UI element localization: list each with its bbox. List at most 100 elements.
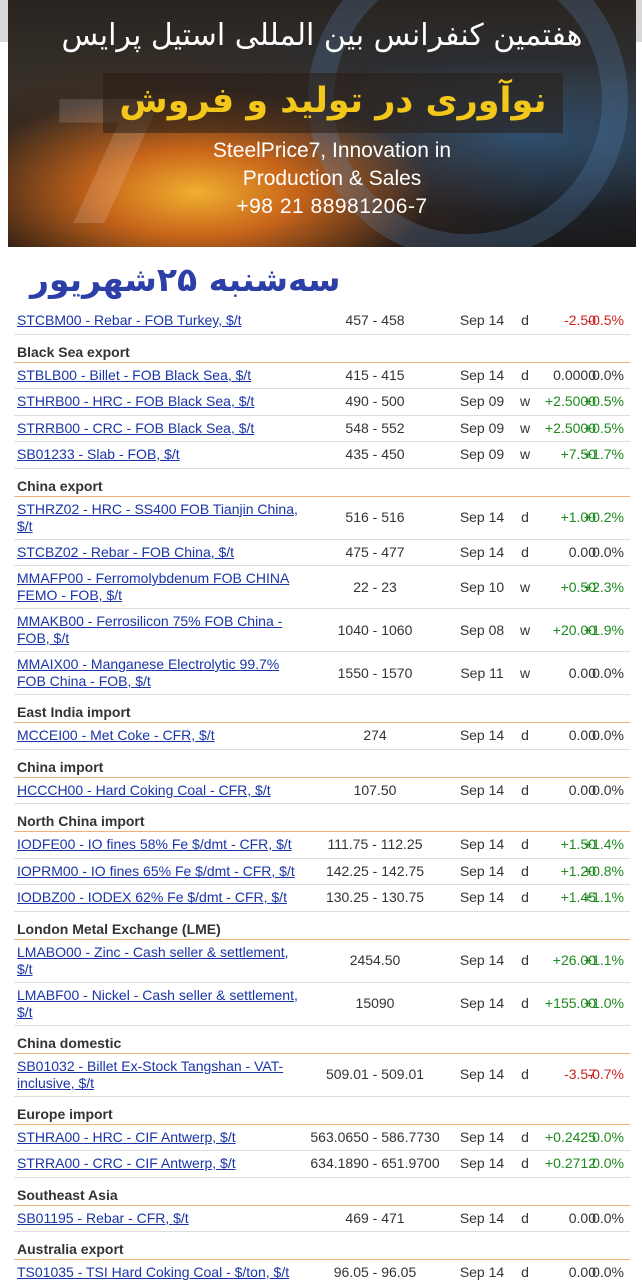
price-date: Sep 09 [459, 393, 505, 410]
price-row: STHRZ02 - HRC - SS400 FOB Tianjin China,… [14, 497, 630, 540]
price-row: TS01035 - TSI Hard Coking Coal - $/ton, … [14, 1260, 630, 1280]
price-symbol-link[interactable]: MMAKB00 - Ferrosilicon 75% FOB China - F… [17, 613, 283, 646]
price-row-name-cell: MMAFP00 - Ferromolybdenum FOB CHINA FEMO… [17, 566, 305, 608]
price-symbol-link[interactable]: IODBZ00 - IODEX 62% Fe $/dmt - CFR, $/t [17, 889, 287, 906]
price-row: STCBM00 - Rebar - FOB Turkey, $/t 457 - 4… [14, 308, 630, 335]
section-header: Europe import [14, 1097, 630, 1125]
price-change-percent: +0.5% [583, 419, 624, 436]
price-change-percent: +0.8% [583, 862, 624, 879]
price-date: Sep 14 [459, 366, 505, 383]
price-row: STBLB00 - Billet - FOB Black Sea, $/t 415… [14, 363, 630, 389]
price-range: 469 - 471 [345, 1209, 405, 1226]
price-symbol-link[interactable]: SB01032 - Billet Ex-Stock Tangshan - VAT… [17, 1057, 284, 1091]
price-range: 130.25 - 130.75 [325, 889, 425, 906]
price-row-name-cell: IOPRM00 - IO fines 65% Fe $/dmt - CFR, $… [17, 859, 305, 885]
price-symbol-link[interactable]: STBLB00 - Billet - FOB Black Sea, $/t [17, 366, 252, 383]
price-symbol-link[interactable]: LMABO00 - Zinc - Cash seller & settlemen… [17, 943, 289, 977]
price-change-percent: +1.9% [583, 621, 624, 638]
price-frequency: d [521, 727, 529, 744]
banner-english-line-1: SteelPrice7, Innovation in [212, 139, 452, 162]
price-change-percent: -0.5% [587, 312, 624, 329]
price-symbol-link[interactable]: MCCEI00 - Met Coke - CFR, $/t [17, 727, 215, 744]
price-row: MMAFP00 - Ferromolybdenum FOB CHINA FEMO… [14, 566, 630, 609]
price-date: Sep 14 [459, 836, 505, 853]
price-symbol-link[interactable]: TS01035 - TSI Hard Coking Coal - $/ton, … [17, 1264, 290, 1280]
price-range: 111.75 - 112.25 [327, 836, 423, 853]
price-frequency: d [521, 1209, 529, 1226]
price-row-name-cell: LMABO00 - Zinc - Cash seller & settlemen… [17, 940, 305, 982]
price-symbol-link[interactable]: SB01233 - Slab - FOB, $/t [17, 446, 180, 463]
price-change-percent: 0.0% [592, 1264, 624, 1280]
price-range: 415 - 415 [345, 366, 405, 383]
price-symbol-link[interactable]: LMABF00 - Nickel - Cash seller & settlem… [17, 986, 298, 1020]
price-symbol-link[interactable]: STHRA00 - HRC - CIF Antwerp, $/t [17, 1128, 236, 1145]
section-header: China import [14, 750, 630, 778]
price-range: 15090 [355, 995, 395, 1011]
price-row-name-cell: SB01233 - Slab - FOB, $/t [17, 442, 305, 468]
price-symbol-link[interactable]: STRRA00 - CRC - CIF Antwerp, $/t [17, 1155, 236, 1172]
price-change-percent: 0.0% [592, 1128, 624, 1145]
price-date: Sep 14 [459, 952, 505, 968]
price-row-name-cell: SB01195 - Rebar - CFR, $/t [17, 1206, 305, 1232]
price-change: +0.2712 [545, 1155, 596, 1172]
price-row: STRRB00 - CRC - FOB Black Sea, $/t 548 - … [14, 416, 630, 442]
price-row: IODFE00 - IO fines 58% Fe $/dmt - CFR, $… [14, 832, 630, 859]
price-date: Sep 14 [459, 995, 505, 1011]
price-symbol-link[interactable]: STCBM00 - Rebar - FOB Turkey, $/t [17, 312, 242, 329]
price-date: Sep 14 [459, 1128, 505, 1145]
price-date: Sep 14 [459, 509, 505, 525]
section-header: Australia export [14, 1232, 630, 1260]
price-range: 548 - 552 [345, 419, 405, 436]
price-symbol-link[interactable]: MMAIX00 - Manganese Electrolytic 99.7% F… [17, 656, 280, 689]
price-frequency: w [519, 578, 531, 595]
section-header: North China import [14, 804, 630, 832]
price-change: 0.00 [568, 1209, 596, 1226]
price-symbol-link[interactable]: STRRB00 - CRC - FOB Black Sea, $/t [17, 419, 255, 436]
price-date: Sep 14 [459, 543, 505, 560]
price-frequency: d [521, 1264, 529, 1280]
price-symbol-link[interactable]: SB01195 - Rebar - CFR, $/t [17, 1209, 189, 1226]
price-row: IOPRM00 - IO fines 65% Fe $/dmt - CFR, $… [14, 859, 630, 885]
price-frequency: w [519, 621, 531, 638]
price-row-name-cell: STHRZ02 - HRC - SS400 FOB Tianjin China,… [17, 497, 305, 539]
price-change: +20.00 [552, 621, 596, 638]
price-change-percent: 0.0% [592, 1155, 624, 1172]
price-frequency: w [519, 419, 531, 436]
price-change: +1.50 [560, 836, 596, 853]
price-range: 490 - 500 [345, 393, 405, 410]
price-symbol-link[interactable]: STCBZ02 - Rebar - FOB China, $/t [17, 543, 235, 560]
price-row-name-cell: STCBM00 - Rebar - FOB Turkey, $/t [17, 308, 305, 334]
price-range: 634.1890 - 651.9700 [310, 1155, 440, 1172]
conference-banner: 7 هفتمین کنفرانس بین المللی استیل پرایس … [8, 0, 636, 247]
price-row-name-cell: STRRB00 - CRC - FOB Black Sea, $/t [17, 416, 305, 442]
price-symbol-link[interactable]: STHRZ02 - HRC - SS400 FOB Tianjin China,… [17, 500, 298, 534]
price-change: 0.00 [568, 1264, 596, 1280]
price-frequency: d [521, 509, 529, 525]
price-row-name-cell: MCCEI00 - Met Coke - CFR, $/t [17, 723, 305, 749]
date-bar: سه‌شنبه ۲۵شهریور [8, 252, 636, 308]
price-symbol-link[interactable]: HCCCH00 - Hard Coking Coal - CFR, $/t [17, 781, 271, 798]
price-change-percent: 0.0% [592, 543, 624, 560]
price-change: +1.20 [560, 862, 596, 879]
price-frequency: d [521, 1066, 529, 1082]
price-symbol-link[interactable]: MMAFP00 - Ferromolybdenum FOB CHINA FEMO… [17, 570, 290, 603]
price-date: Sep 09 [459, 419, 505, 436]
price-change-percent: +1.7% [583, 446, 624, 463]
price-symbol-link[interactable]: IODFE00 - IO fines 58% Fe $/dmt - CFR, $… [17, 836, 292, 853]
banner-english-line-2: Production & Sales [242, 167, 422, 190]
price-change-percent: +1.4% [583, 836, 624, 853]
price-change-percent: -0.7% [587, 1066, 624, 1082]
price-symbol-link[interactable]: STHRB00 - HRC - FOB Black Sea, $/t [17, 393, 255, 410]
price-change: +26.00 [552, 952, 596, 968]
price-row-name-cell: MMAIX00 - Manganese Electrolytic 99.7% F… [17, 652, 305, 694]
price-row: MMAIX00 - Manganese Electrolytic 99.7% F… [14, 652, 630, 695]
price-row: SB01032 - Billet Ex-Stock Tangshan - VAT… [14, 1054, 630, 1097]
price-row: SB01195 - Rebar - CFR, $/t 469 - 471 Sep 1… [14, 1206, 630, 1232]
section-header: China export [14, 469, 630, 497]
price-change-percent: +1.0% [583, 995, 624, 1011]
price-symbol-link[interactable]: IOPRM00 - IO fines 65% Fe $/dmt - CFR, $… [17, 862, 295, 879]
date-label: سه‌شنبه ۲۵شهریور [30, 260, 341, 299]
price-date: Sep 14 [459, 1264, 505, 1280]
price-date: Sep 14 [459, 862, 505, 879]
price-change: 0.0000 [553, 366, 596, 383]
